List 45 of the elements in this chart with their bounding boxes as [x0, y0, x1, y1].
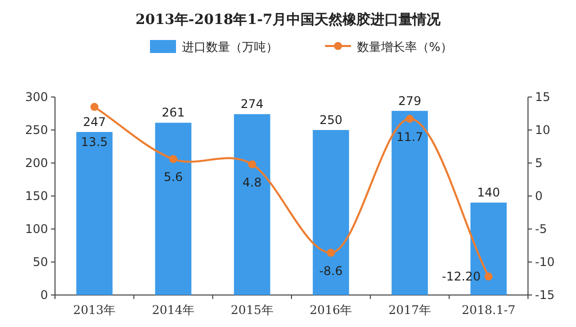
y2-tick-label: 0	[535, 189, 543, 203]
y2-tick-label: -10	[535, 255, 555, 269]
point	[169, 155, 178, 164]
point	[248, 160, 256, 168]
y-tick-label: 100	[25, 222, 48, 236]
data-label: -8.6	[319, 264, 343, 278]
data-label: 11.7	[396, 130, 424, 144]
y2-tick-label: 5	[535, 156, 543, 170]
x-tick-label: 2018.1-7	[462, 303, 516, 317]
y2-tick-label: -5	[535, 222, 547, 236]
y-tick-label: 150	[25, 189, 48, 203]
bar	[392, 110, 428, 295]
point	[406, 114, 414, 123]
data-label: 13.5	[81, 134, 108, 149]
point	[484, 272, 493, 281]
y-tick-label: 300	[25, 90, 48, 104]
data-label: 4.8	[242, 175, 262, 190]
x-tick-label: 2016年	[310, 303, 352, 317]
data-label: 250	[319, 113, 342, 127]
point	[326, 248, 335, 257]
legend-label: 数量增长率（%）	[357, 40, 452, 54]
y2-tick-label: 15	[535, 90, 550, 104]
bar	[234, 114, 270, 295]
bar	[76, 132, 113, 295]
data-label: 5.6	[164, 170, 183, 184]
x-tick-label: 2014年	[152, 303, 195, 317]
legend-label: 进口数量（万吨）	[182, 40, 278, 54]
y-tick-label: 250	[25, 123, 48, 137]
y2-tick-label: 10	[535, 123, 550, 137]
data-label: 140	[477, 186, 500, 200]
chart-title: 2013年-2018年1-7月中国天然橡胶进口量情况	[135, 11, 442, 28]
y-tick-label: 0	[40, 288, 48, 302]
bar	[155, 122, 192, 295]
data-label: 274	[240, 97, 264, 112]
y-tick-label: 200	[25, 156, 48, 170]
y2-tick-label: -15	[535, 288, 555, 302]
y-tick-label: 50	[32, 255, 48, 269]
data-label: 247	[82, 114, 106, 129]
bar	[312, 130, 350, 295]
x-tick-label: 2013年	[73, 303, 116, 317]
data-label: 279	[398, 94, 422, 108]
point	[90, 102, 98, 111]
x-tick-label: 2015年	[230, 303, 274, 317]
x-tick-label: 2017年	[388, 303, 432, 317]
data-label: 261	[162, 106, 185, 120]
